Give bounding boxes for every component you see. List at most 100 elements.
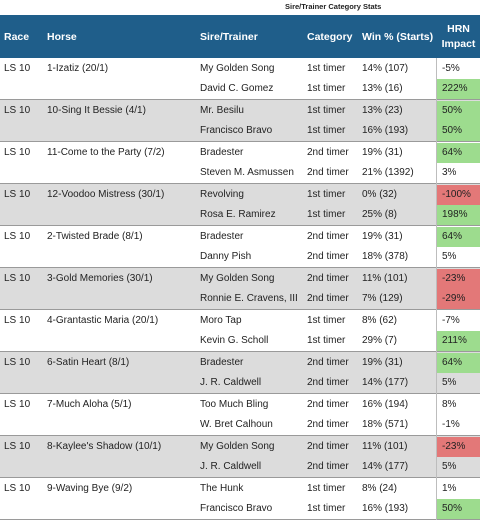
header-hrn-line2: Impact bbox=[441, 37, 476, 50]
race-cell: LS 10 bbox=[4, 231, 31, 242]
category-cell: 2nd timer bbox=[307, 441, 349, 452]
header-category[interactable]: Category bbox=[307, 30, 353, 43]
race-cell: LS 10 bbox=[4, 273, 31, 284]
hrn-impact-cell: 222% bbox=[437, 79, 480, 99]
table-body: LS 10 1-Izatiz (20/1) My Golden Song 1st ti… bbox=[0, 58, 480, 520]
trainer-cell: J. R. Caldwell bbox=[200, 377, 262, 388]
category-cell: 1st timer bbox=[307, 209, 346, 220]
table-row[interactable]: Rosa E. Ramirez 1st timer 25% (8) 198% bbox=[0, 205, 480, 225]
column-divider bbox=[436, 478, 437, 520]
trainer-cell: David C. Gomez bbox=[200, 83, 274, 94]
hrn-impact-cell: -23% bbox=[437, 437, 480, 457]
table-row[interactable]: LS 10 10-Sing It Bessie (4/1) Mr. Besilu 1s… bbox=[0, 101, 480, 121]
horse-cell: 8-Kaylee's Shadow (10/1) bbox=[47, 441, 162, 452]
win-pct-cell: 19% (31) bbox=[362, 147, 403, 158]
race-cell: LS 10 bbox=[4, 315, 31, 326]
horse-cell: 4-Grantastic Maria (20/1) bbox=[47, 315, 159, 326]
table-row[interactable]: LS 10 8-Kaylee's Shadow (10/1) My Golden S… bbox=[0, 437, 480, 457]
trainer-cell: Steven M. Asmussen bbox=[200, 167, 294, 178]
table-row[interactable]: LS 10 2-Twisted Brade (8/1) Bradester 2nd t… bbox=[0, 227, 480, 247]
category-cell: 1st timer bbox=[307, 483, 346, 494]
sire-cell: The Hunk bbox=[200, 483, 244, 494]
table-row[interactable]: David C. Gomez 1st timer 13% (16) 222% bbox=[0, 79, 480, 99]
category-cell: 2nd timer bbox=[307, 357, 349, 368]
win-pct-cell: 21% (1392) bbox=[362, 167, 414, 178]
table-row[interactable]: Francisco Bravo 1st timer 16% (193) 50% bbox=[0, 499, 480, 519]
horse-cell: 7-Much Aloha (5/1) bbox=[47, 399, 132, 410]
sire-cell: Bradester bbox=[200, 231, 244, 242]
table-row[interactable]: LS 10 11-Come to the Party (7/2) Bradester… bbox=[0, 143, 480, 163]
category-cell: 2nd timer bbox=[307, 377, 349, 388]
hrn-impact-cell: -1% bbox=[442, 419, 460, 430]
horse-cell: 1-Izatiz (20/1) bbox=[47, 63, 109, 74]
table-row[interactable]: LS 10 7-Much Aloha (5/1) Too Much Bling 2nd… bbox=[0, 395, 480, 415]
table-row[interactable]: Steven M. Asmussen 2nd timer 21% (1392) 3% bbox=[0, 163, 480, 183]
table-row[interactable]: LS 10 4-Grantastic Maria (20/1) Moro Tap 1s… bbox=[0, 311, 480, 331]
horse-cell: 9-Waving Bye (9/2) bbox=[47, 483, 133, 494]
column-divider bbox=[436, 268, 437, 310]
trainer-cell: J. R. Caldwell bbox=[200, 461, 262, 472]
win-pct-cell: 14% (107) bbox=[362, 63, 409, 74]
table-row[interactable]: LS 10 1-Izatiz (20/1) My Golden Song 1st ti… bbox=[0, 59, 480, 79]
win-pct-cell: 29% (7) bbox=[362, 335, 398, 346]
header-sire-trainer[interactable]: Sire/Trainer bbox=[200, 30, 258, 43]
category-cell: 1st timer bbox=[307, 335, 346, 346]
sire-cell: Revolving bbox=[200, 189, 244, 200]
sire-cell: My Golden Song bbox=[200, 63, 275, 74]
table-row[interactable]: LS 10 12-Voodoo Mistress (30/1) Revolving 1… bbox=[0, 185, 480, 205]
trainer-cell: Ronnie E. Cravens, III bbox=[200, 293, 298, 304]
sire-cell: Bradester bbox=[200, 357, 244, 368]
win-pct-cell: 19% (31) bbox=[362, 231, 403, 242]
hrn-impact-cell: 50% bbox=[437, 101, 480, 121]
table-title: Sire/Trainer Category Stats bbox=[0, 0, 480, 14]
table-row-group: LS 10 1-Izatiz (20/1) My Golden Song 1st ti… bbox=[0, 58, 480, 100]
hrn-impact-cell: 3% bbox=[442, 167, 457, 178]
trainer-cell: Francisco Bravo bbox=[200, 125, 273, 136]
table-row[interactable]: J. R. Caldwell 2nd timer 14% (177) 5% bbox=[0, 373, 480, 393]
category-cell: 1st timer bbox=[307, 83, 346, 94]
table-row[interactable]: W. Bret Calhoun 2nd timer 18% (571) -1% bbox=[0, 415, 480, 435]
race-cell: LS 10 bbox=[4, 63, 31, 74]
trainer-cell: Danny Pish bbox=[200, 251, 252, 262]
table-row[interactable]: LS 10 3-Gold Memories (30/1) My Golden Son… bbox=[0, 269, 480, 289]
table-row[interactable]: LS 10 9-Waving Bye (9/2) The Hunk 1st timer… bbox=[0, 479, 480, 499]
header-race[interactable]: Race bbox=[4, 30, 30, 43]
horse-cell: 2-Twisted Brade (8/1) bbox=[47, 231, 143, 242]
table-header: Race Horse Sire/Trainer Category Win % (… bbox=[0, 15, 480, 58]
column-divider bbox=[436, 436, 437, 478]
header-hrn-impact[interactable]: HRN Impact bbox=[437, 15, 480, 58]
category-cell: 1st timer bbox=[307, 125, 346, 136]
race-cell: LS 10 bbox=[4, 399, 31, 410]
table-row[interactable]: LS 10 6-Satin Heart (8/1) Bradester 2nd tim… bbox=[0, 353, 480, 373]
hrn-impact-cell: 1% bbox=[442, 483, 457, 494]
table-row[interactable]: Danny Pish 2nd timer 18% (378) 5% bbox=[0, 247, 480, 267]
table-row-group: LS 10 3-Gold Memories (30/1) My Golden Son… bbox=[0, 268, 480, 310]
race-cell: LS 10 bbox=[4, 483, 31, 494]
table-row-group: LS 10 2-Twisted Brade (8/1) Bradester 2nd t… bbox=[0, 226, 480, 268]
win-pct-cell: 16% (193) bbox=[362, 503, 409, 514]
horse-cell: 12-Voodoo Mistress (30/1) bbox=[47, 189, 165, 200]
column-divider bbox=[436, 394, 437, 436]
trainer-cell: Francisco Bravo bbox=[200, 503, 273, 514]
header-win-pct[interactable]: Win % (Starts) bbox=[362, 30, 434, 43]
sire-cell: Moro Tap bbox=[200, 315, 242, 326]
win-pct-cell: 13% (16) bbox=[362, 83, 403, 94]
column-divider bbox=[436, 100, 437, 142]
win-pct-cell: 11% (101) bbox=[362, 441, 408, 452]
table-row-group: LS 10 6-Satin Heart (8/1) Bradester 2nd tim… bbox=[0, 352, 480, 394]
header-horse[interactable]: Horse bbox=[47, 30, 77, 43]
column-divider bbox=[436, 352, 437, 394]
race-cell: LS 10 bbox=[4, 357, 31, 368]
table-row[interactable]: Ronnie E. Cravens, III 2nd timer 7% (129) -… bbox=[0, 289, 480, 309]
table-row[interactable]: Francisco Bravo 1st timer 16% (193) 50% bbox=[0, 121, 480, 141]
header-hrn-line1: HRN bbox=[447, 22, 470, 35]
table-row[interactable]: J. R. Caldwell 2nd timer 14% (177) 5% bbox=[0, 457, 480, 477]
horse-cell: 10-Sing It Bessie (4/1) bbox=[47, 105, 146, 116]
table-row-group: LS 10 4-Grantastic Maria (20/1) Moro Tap 1s… bbox=[0, 310, 480, 352]
column-divider bbox=[436, 184, 437, 226]
column-divider bbox=[436, 226, 437, 268]
category-cell: 1st timer bbox=[307, 503, 346, 514]
horse-cell: 3-Gold Memories (30/1) bbox=[47, 273, 153, 284]
table-row[interactable]: Kevin G. Scholl 1st timer 29% (7) 211% bbox=[0, 331, 480, 351]
column-divider bbox=[436, 58, 437, 100]
